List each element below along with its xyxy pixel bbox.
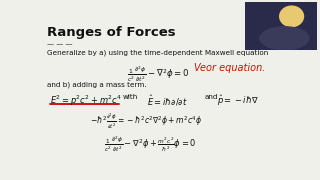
Ellipse shape [259, 26, 310, 50]
Text: Veor equation.: Veor equation. [194, 63, 265, 73]
Text: $\hat{E} = i\hbar\partial/\partial t$: $\hat{E} = i\hbar\partial/\partial t$ [147, 94, 188, 108]
Text: $-\hbar^2\frac{\partial^2\phi}{\partial t^2} = -\hbar^2 c^2\nabla^2\phi + m^2c^4: $-\hbar^2\frac{\partial^2\phi}{\partial … [90, 111, 202, 130]
Text: Generalize by a) using the time-dependent Maxwell equation: Generalize by a) using the time-dependen… [47, 49, 269, 56]
Text: $\frac{1}{c^2}\frac{\partial^2\phi}{\partial t^2} - \nabla^2\phi + \frac{m^2c^2}: $\frac{1}{c^2}\frac{\partial^2\phi}{\par… [104, 134, 197, 154]
Text: and: and [205, 94, 219, 100]
Ellipse shape [279, 5, 304, 27]
Text: $\frac{1}{c^2}\frac{\partial^2\phi}{\partial t^2} - \nabla^2\phi = 0$: $\frac{1}{c^2}\frac{\partial^2\phi}{\par… [127, 65, 189, 84]
Text: $\hat{p} = -i\hbar\nabla$: $\hat{p} = -i\hbar\nabla$ [217, 94, 259, 108]
Text: $E^2 = p^2c^2 + m^2c^4$: $E^2 = p^2c^2 + m^2c^4$ [50, 94, 122, 108]
Text: — — —: — — — [47, 41, 73, 47]
Text: with: with [123, 94, 138, 100]
Text: and b) adding a mass term.: and b) adding a mass term. [47, 81, 147, 88]
Text: Ranges of Forces: Ranges of Forces [47, 26, 176, 39]
